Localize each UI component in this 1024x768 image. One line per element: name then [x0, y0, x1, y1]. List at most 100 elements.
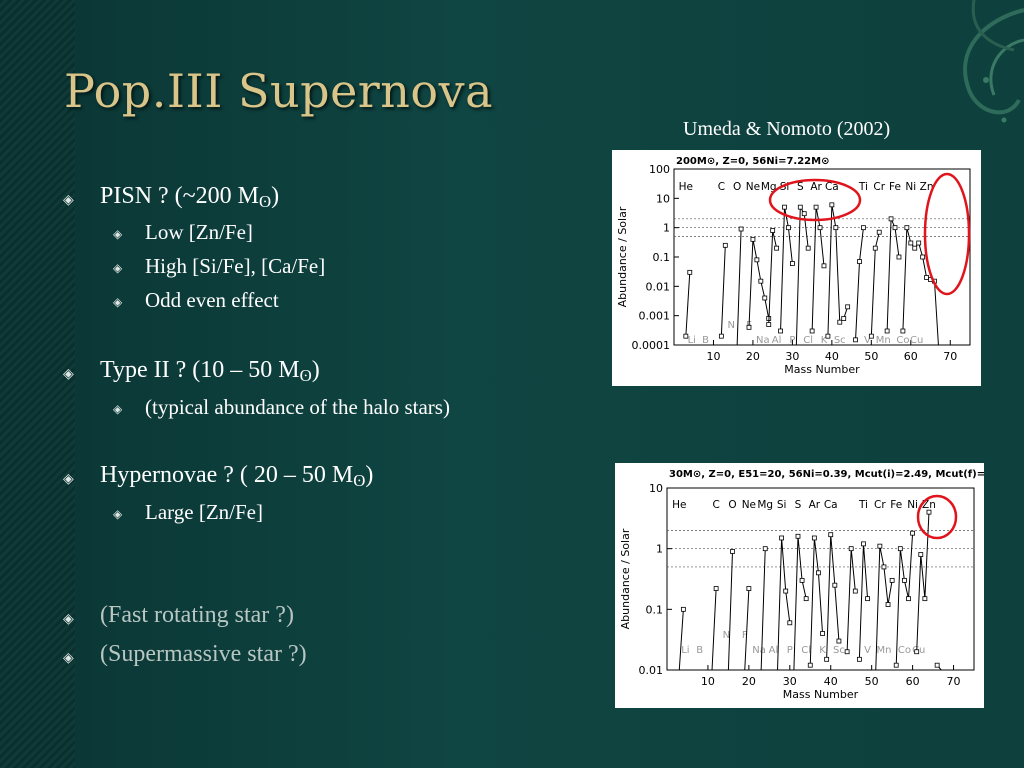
- diamond-bullet-icon: ◈: [63, 650, 74, 666]
- x-axis-label: Mass Number: [784, 363, 860, 376]
- sub-bullet-large-zn-fe: Large [Zn/Fe]: [145, 500, 263, 524]
- data-point: [914, 649, 920, 655]
- element-label: Fe: [889, 181, 901, 193]
- element-label: S: [795, 499, 802, 511]
- element-label: Ne: [746, 181, 760, 193]
- data-point: [856, 656, 862, 662]
- data-point: [920, 254, 926, 260]
- data-point: [824, 656, 830, 662]
- element-label-odd: Cl: [803, 335, 813, 346]
- data-point: [884, 328, 890, 334]
- element-label-odd: V: [864, 335, 871, 346]
- data-point: [922, 596, 928, 602]
- element-label: He: [672, 499, 686, 511]
- bullet-hypernovae: Hypernovae ? ( 20 – 50 Mʘ): [100, 462, 374, 491]
- data-point: [718, 333, 724, 339]
- abundance-series-line: [736, 228, 742, 346]
- data-point: [861, 541, 866, 547]
- data-point: [902, 577, 907, 583]
- data-point: [816, 570, 821, 576]
- data-point: [687, 269, 693, 275]
- x-tick-label: 50: [864, 350, 878, 363]
- data-point: [797, 204, 803, 210]
- x-tick-label: 10: [706, 350, 720, 363]
- data-point: [889, 577, 895, 583]
- y-tick-label: 10: [649, 482, 663, 495]
- element-label-odd: Sc: [834, 335, 846, 346]
- element-label: Ti: [858, 499, 868, 511]
- sub-bullet-odd-even: Odd even effect: [145, 288, 279, 312]
- data-point: [888, 216, 894, 222]
- element-label: Cr: [873, 181, 885, 193]
- data-point: [789, 261, 795, 266]
- data-point: [825, 333, 831, 339]
- data-point: [738, 226, 744, 232]
- data-point: [841, 316, 847, 321]
- data-point: [820, 631, 825, 636]
- element-label: Ca: [824, 499, 838, 511]
- sub-bullet-halo: (typical abundance of the halo stars): [145, 395, 450, 419]
- x-tick-label: 60: [906, 675, 920, 688]
- element-label: Cr: [874, 499, 886, 511]
- x-axis-label: Mass Number: [783, 688, 859, 701]
- data-point: [782, 204, 787, 210]
- data-point: [828, 532, 834, 538]
- data-point: [837, 319, 843, 325]
- sub-bullet-high-si-ca: High [Si/Fe], [Ca/Fe]: [145, 254, 326, 278]
- element-label-odd: Cu: [910, 335, 923, 346]
- x-tick-label: 50: [865, 675, 879, 688]
- data-point: [906, 596, 911, 602]
- element-label: Mg: [757, 499, 773, 511]
- element-label: Ti: [858, 181, 868, 193]
- element-label: Si: [780, 181, 790, 193]
- decorative-side-stripe: [0, 0, 75, 768]
- x-tick-label: 40: [824, 675, 838, 688]
- data-point: [758, 278, 764, 284]
- diamond-bullet-icon: ◈: [63, 192, 74, 208]
- data-point: [811, 535, 817, 541]
- abundance-series-line: [777, 537, 791, 671]
- element-label-odd: K: [821, 335, 828, 346]
- diamond-bullet-icon: ◈: [113, 507, 123, 521]
- sub-bullet-low-zn-fe: Low [Zn/Fe]: [145, 220, 253, 244]
- element-label: Mg: [761, 181, 777, 193]
- abundance-chart-hypernova: 30M⊙, Z=0, E51=20, 56Ni=0.39, Mcut(i)=2.…: [615, 463, 984, 708]
- y-tick-label: 10: [656, 192, 670, 205]
- data-point: [762, 546, 768, 552]
- data-point: [896, 254, 902, 260]
- data-point: [934, 662, 940, 668]
- x-tick-label: 40: [825, 350, 839, 363]
- element-label-odd: B: [696, 645, 703, 656]
- data-point: [680, 606, 686, 612]
- diamond-bullet-icon: ◈: [63, 471, 74, 487]
- abundance-series-line: [760, 548, 766, 671]
- data-point: [683, 333, 689, 339]
- data-point: [912, 245, 918, 251]
- data-point: [924, 275, 929, 280]
- element-label-odd: K: [819, 645, 826, 656]
- abundance-series-line: [744, 588, 750, 671]
- element-label-odd: Co: [896, 335, 909, 346]
- element-label-odd: V: [864, 645, 871, 656]
- data-point: [786, 225, 791, 231]
- y-tick-label: 0.1: [653, 251, 671, 264]
- element-label-odd: Li: [688, 335, 696, 346]
- element-label-odd: Cl: [801, 645, 811, 656]
- abundance-series-line: [855, 227, 864, 340]
- element-label: Ar: [809, 499, 821, 511]
- element-label-odd: Mn: [876, 335, 891, 346]
- data-point: [857, 259, 862, 264]
- element-label: Fe: [890, 499, 902, 511]
- bullet-pisn: PISN ? (~200 Mʘ): [100, 183, 280, 212]
- data-point: [809, 328, 815, 334]
- data-point: [876, 229, 882, 235]
- element-label: S: [797, 181, 804, 193]
- data-point: [910, 530, 916, 536]
- data-point: [845, 304, 851, 310]
- element-label-odd: N: [727, 320, 734, 331]
- abundance-series-line: [827, 204, 841, 337]
- data-point: [813, 204, 819, 210]
- data-point: [848, 546, 854, 552]
- y-tick-label: 0.0001: [632, 339, 671, 352]
- data-point: [832, 582, 838, 588]
